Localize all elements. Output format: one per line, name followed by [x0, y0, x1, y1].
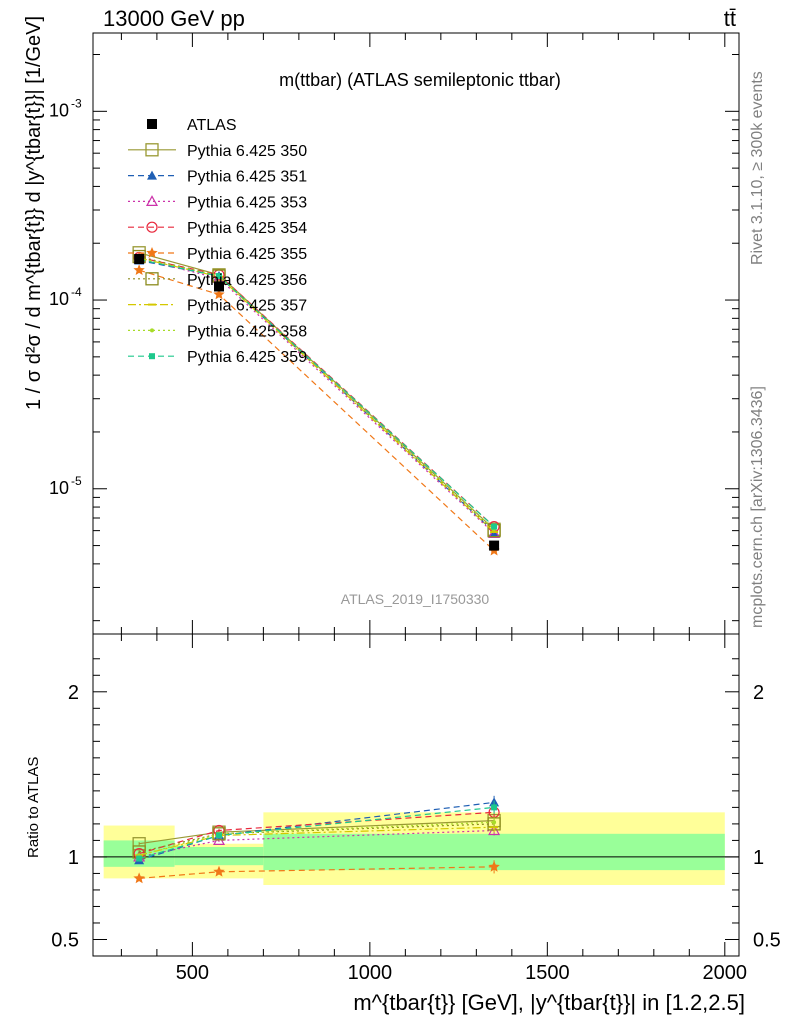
ratio-y-tick-label-right: 0.5	[753, 929, 781, 951]
series-atlas	[134, 253, 500, 551]
marker	[216, 832, 223, 839]
legend-entry: ATLAS	[147, 117, 237, 134]
mcplots-label: mcplots.cern.ch [arXiv:1306.3436]	[749, 386, 766, 628]
rivet-label: Rivet 3.1.10, ≥ 300k events	[749, 71, 766, 265]
series-pythia-6-425-353	[133, 252, 501, 539]
marker	[212, 827, 226, 841]
legend-label: Pythia 6.425 350	[187, 143, 307, 160]
legend-entry: Pythia 6.425 356	[128, 272, 307, 289]
series-pythia-6-425-356	[132, 249, 501, 538]
ratio-ylabel: Ratio to ATLAS	[25, 757, 42, 858]
ratio-y-tick-label-right: 2	[753, 682, 764, 704]
y-tick-label-exp: -5	[71, 474, 82, 488]
header-right: tt̄	[724, 6, 736, 31]
marker	[214, 281, 225, 292]
ratio-frame	[92, 633, 740, 957]
header-left: 13000 GeV pp	[103, 6, 245, 31]
marker	[491, 804, 498, 811]
legend-entry: Pythia 6.425 358	[128, 323, 307, 340]
marker	[145, 143, 159, 157]
y-tick-label: 10	[49, 478, 69, 498]
watermark: ATLAS_2019_I1750330	[341, 591, 490, 607]
marker	[216, 273, 223, 280]
legend-label: Pythia 6.425 359	[187, 349, 307, 366]
ratio-y-tick-label: 1	[68, 847, 79, 869]
ratio-axis-ticks: 0.5 0.5 1 1 2 2 500 1000 1500 2000	[51, 634, 781, 984]
marker	[136, 855, 143, 862]
marker	[146, 247, 158, 258]
marker	[489, 540, 500, 551]
main-series	[132, 246, 501, 556]
series-pythia-6-425-354	[133, 251, 500, 533]
marker	[149, 353, 155, 360]
marker	[133, 264, 145, 275]
marker	[213, 288, 225, 300]
marker	[145, 195, 159, 206]
main-axis-ticks: 10-510-410-3	[49, 33, 739, 634]
plot-title: m(ttbar) (ATLAS semileptonic ttbar)	[279, 70, 561, 90]
marker	[134, 253, 145, 264]
ratio-y-tick-label: 2	[68, 682, 79, 704]
y-tick-label-exp: -3	[71, 96, 82, 110]
legend-label: Pythia 6.425 353	[187, 194, 307, 211]
legend-label: Pythia 6.425 357	[187, 298, 307, 315]
marker	[146, 221, 158, 233]
series-pythia-6-425-350	[132, 246, 501, 536]
marker	[488, 860, 500, 872]
series-line	[138, 252, 495, 530]
x-tick-label: 2000	[703, 962, 748, 984]
legend-label: Pythia 6.425 356	[187, 272, 307, 289]
marker	[133, 872, 145, 884]
x-axis-label: m^{tbar{t}} [GeV], |y^{tbar{t}}| in [1.2…	[353, 990, 745, 1015]
ratio-y-tick-label: 0.5	[51, 929, 79, 951]
legend: ATLAS Pythia 6.425 350 Pythia 6.425 351 Pyt…	[128, 117, 307, 366]
marker	[150, 328, 154, 333]
x-tick-label: 1500	[525, 962, 570, 984]
y-tick-label: 10	[49, 289, 69, 309]
x-tick-label: 1000	[348, 962, 393, 984]
band-green	[174, 847, 264, 866]
ratio-series-pythia-6-425-359	[136, 800, 498, 862]
legend-label: Pythia 6.425 355	[187, 246, 307, 263]
main-ylabel: 1 / σ d²σ / d m^{tbar{t}} d |y^{tbar{t}}…	[23, 16, 45, 410]
x-tick-label: 500	[176, 962, 209, 984]
y-tick-label-exp: -4	[71, 285, 82, 299]
marker	[491, 523, 498, 530]
marker	[147, 119, 157, 129]
legend-entry: Pythia 6.425 350	[128, 143, 307, 160]
marker	[213, 865, 225, 877]
marker	[132, 837, 146, 851]
legend-label: Pythia 6.425 351	[187, 169, 307, 186]
ratio-series	[132, 795, 501, 884]
legend-label: ATLAS	[187, 117, 237, 134]
ratio-y-tick-label-right: 1	[753, 847, 764, 869]
legend-entry: Pythia 6.425 359	[128, 349, 307, 366]
legend-entry: Pythia 6.425 353	[128, 194, 307, 211]
legend-label: Pythia 6.425 354	[187, 220, 307, 237]
marker	[145, 272, 159, 286]
legend-entry: Pythia 6.425 355	[128, 246, 307, 263]
ratio-series-pythia-6-425-355	[133, 860, 500, 884]
y-tick-label: 10	[49, 100, 69, 120]
marker	[492, 820, 497, 825]
legend-label: Pythia 6.425 358	[187, 323, 307, 340]
legend-entry: Pythia 6.425 357	[128, 298, 307, 315]
legend-entry: Pythia 6.425 354	[128, 220, 307, 237]
legend-entry: Pythia 6.425 351	[128, 169, 307, 186]
ratio-line	[138, 821, 495, 856]
marker	[147, 170, 157, 180]
